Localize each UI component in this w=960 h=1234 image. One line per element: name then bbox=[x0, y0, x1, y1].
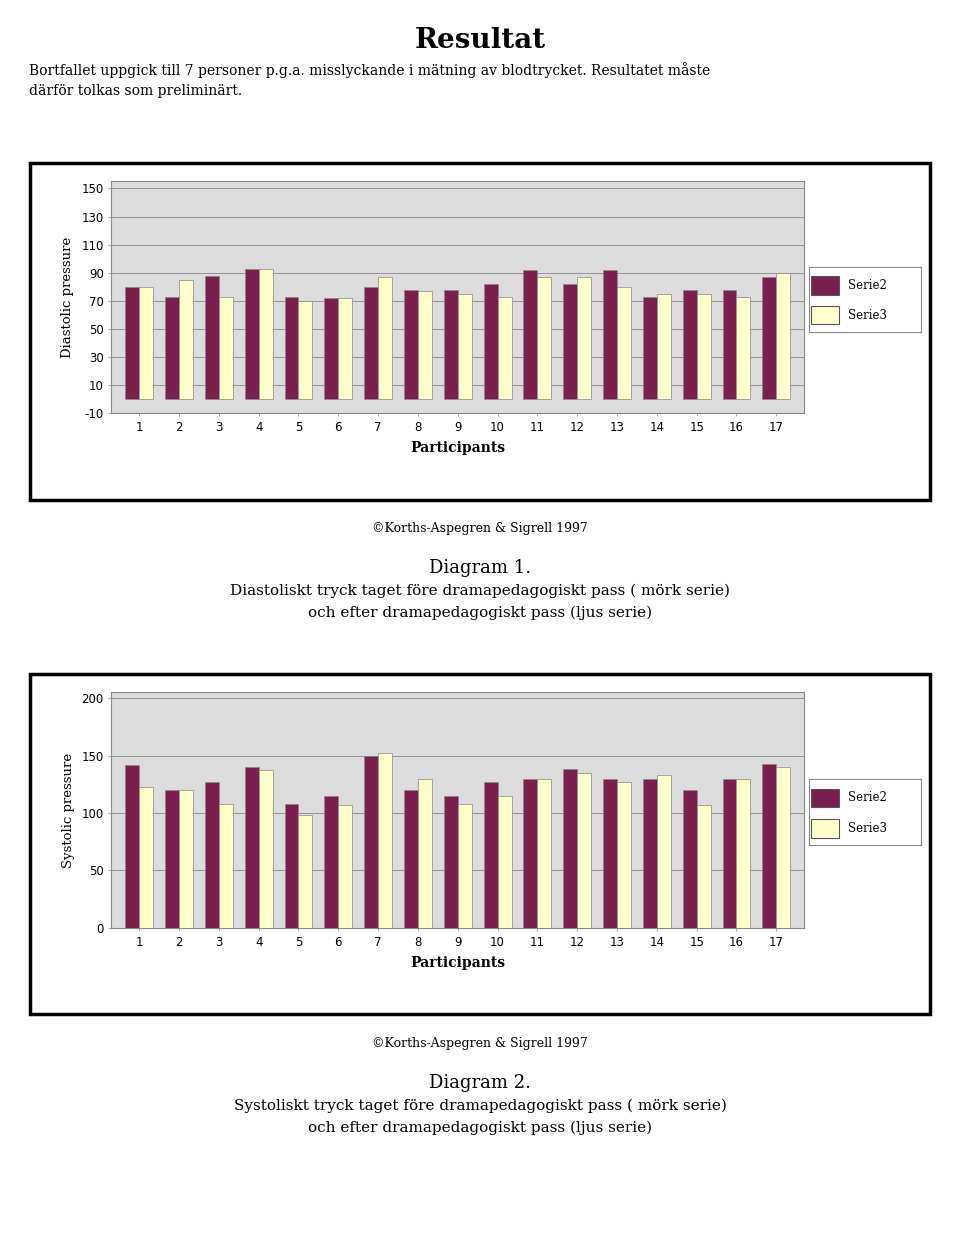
Text: ©Korths-Aspegren & Sigrell 1997: ©Korths-Aspegren & Sigrell 1997 bbox=[372, 522, 588, 536]
Bar bbox=[523, 779, 538, 928]
Bar bbox=[657, 775, 671, 928]
Text: Serie3: Serie3 bbox=[848, 308, 887, 322]
Text: Diagram 1.: Diagram 1. bbox=[429, 559, 531, 578]
Bar bbox=[364, 755, 378, 928]
Bar bbox=[683, 790, 697, 928]
Bar bbox=[338, 299, 352, 400]
Bar bbox=[617, 286, 631, 400]
Bar bbox=[564, 769, 577, 928]
Bar bbox=[126, 765, 139, 928]
Bar bbox=[523, 270, 538, 400]
Bar bbox=[723, 779, 736, 928]
Bar bbox=[245, 269, 258, 400]
Bar bbox=[577, 772, 591, 928]
Text: Serie2: Serie2 bbox=[848, 279, 887, 292]
Bar bbox=[284, 803, 299, 928]
Bar bbox=[603, 270, 617, 400]
Bar bbox=[165, 790, 180, 928]
Bar bbox=[364, 286, 378, 400]
Bar bbox=[564, 284, 577, 400]
Bar bbox=[284, 296, 299, 400]
Bar bbox=[723, 290, 736, 400]
Bar bbox=[497, 296, 512, 400]
Bar bbox=[219, 296, 233, 400]
Text: Serie3: Serie3 bbox=[848, 822, 887, 835]
Text: ©Korths-Aspegren & Sigrell 1997: ©Korths-Aspegren & Sigrell 1997 bbox=[372, 1037, 588, 1050]
Bar bbox=[404, 790, 418, 928]
Bar bbox=[777, 273, 790, 400]
Bar bbox=[736, 296, 751, 400]
Bar bbox=[497, 796, 512, 928]
Bar bbox=[180, 280, 193, 400]
Bar bbox=[324, 299, 338, 400]
Bar bbox=[299, 816, 312, 928]
Bar bbox=[258, 770, 273, 928]
Bar bbox=[444, 290, 458, 400]
Bar bbox=[444, 796, 458, 928]
Bar bbox=[139, 786, 154, 928]
Text: Diagram 2.: Diagram 2. bbox=[429, 1074, 531, 1092]
FancyBboxPatch shape bbox=[811, 819, 839, 838]
Y-axis label: Systolic pressure: Systolic pressure bbox=[61, 753, 75, 868]
Bar bbox=[736, 779, 751, 928]
Bar bbox=[458, 294, 471, 400]
Bar bbox=[219, 803, 233, 928]
Text: Diastoliskt tryck taget före dramapedagogiskt pass ( mörk serie)
och efter drama: Diastoliskt tryck taget före dramapedago… bbox=[230, 584, 730, 621]
Bar bbox=[603, 779, 617, 928]
Bar bbox=[378, 753, 392, 928]
Bar bbox=[418, 779, 432, 928]
Text: Resultat: Resultat bbox=[415, 27, 545, 54]
Bar bbox=[777, 768, 790, 928]
X-axis label: Participants: Participants bbox=[410, 441, 505, 455]
Bar bbox=[180, 790, 193, 928]
Bar bbox=[657, 294, 671, 400]
Bar bbox=[683, 290, 697, 400]
Bar bbox=[204, 275, 219, 400]
Bar bbox=[538, 779, 551, 928]
FancyBboxPatch shape bbox=[811, 276, 839, 295]
FancyBboxPatch shape bbox=[811, 789, 839, 807]
Bar bbox=[258, 269, 273, 400]
Bar bbox=[538, 276, 551, 400]
Bar bbox=[762, 764, 777, 928]
Bar bbox=[577, 276, 591, 400]
Bar bbox=[324, 796, 338, 928]
Text: Bortfallet uppgick till 7 personer p.g.a. misslyckande i mätning av blodtrycket.: Bortfallet uppgick till 7 personer p.g.a… bbox=[29, 62, 710, 99]
Bar bbox=[643, 779, 657, 928]
Bar bbox=[697, 294, 710, 400]
Bar bbox=[299, 301, 312, 400]
Text: Systoliskt tryck taget före dramapedagogiskt pass ( mörk serie)
och efter dramap: Systoliskt tryck taget före dramapedagog… bbox=[233, 1098, 727, 1135]
Bar bbox=[418, 291, 432, 400]
Bar bbox=[404, 290, 418, 400]
Bar bbox=[484, 284, 497, 400]
Bar bbox=[484, 782, 497, 928]
Bar bbox=[165, 296, 180, 400]
Bar bbox=[139, 286, 154, 400]
X-axis label: Participants: Participants bbox=[410, 955, 505, 970]
Bar bbox=[338, 805, 352, 928]
Bar bbox=[126, 286, 139, 400]
Text: Serie2: Serie2 bbox=[848, 791, 887, 805]
Bar bbox=[458, 803, 471, 928]
Bar bbox=[697, 805, 710, 928]
Bar bbox=[378, 276, 392, 400]
Y-axis label: Diastolic pressure: Diastolic pressure bbox=[61, 237, 75, 358]
Bar bbox=[617, 782, 631, 928]
Bar bbox=[245, 768, 258, 928]
FancyBboxPatch shape bbox=[811, 306, 839, 325]
Bar bbox=[762, 276, 777, 400]
Bar bbox=[643, 296, 657, 400]
Bar bbox=[204, 782, 219, 928]
